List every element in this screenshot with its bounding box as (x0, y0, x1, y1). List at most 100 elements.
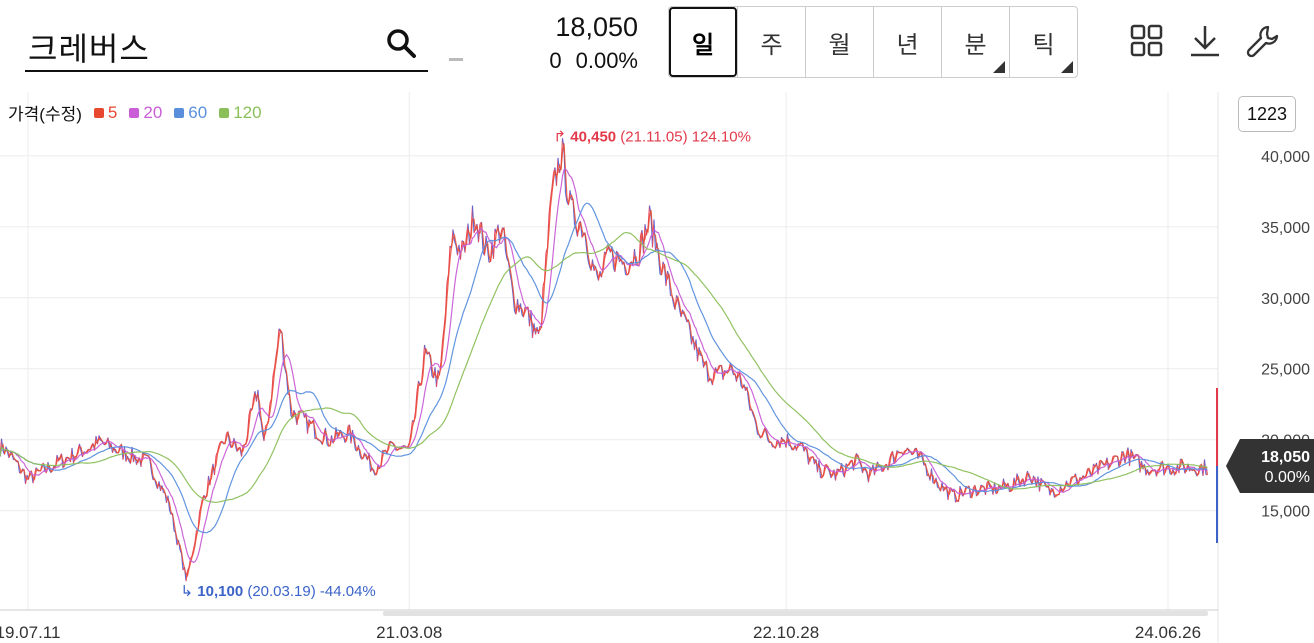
price-segment (696, 347, 700, 362)
price-segment (1118, 460, 1122, 468)
price-segment (498, 232, 502, 244)
price-segment (248, 408, 252, 416)
wrench-icon[interactable] (1246, 24, 1280, 58)
price-segment (218, 441, 222, 446)
price-segment (818, 460, 822, 478)
period-tab-0[interactable]: 일 (669, 7, 737, 77)
price-segment (24, 474, 28, 485)
price-segment (1014, 473, 1018, 486)
price-segment (665, 271, 669, 286)
price-segment (98, 435, 102, 441)
price-segment (576, 222, 580, 237)
x-tick-label: 21.03.08 (376, 623, 442, 642)
price-segment (353, 440, 357, 451)
download-icon[interactable] (1188, 24, 1222, 58)
grid-icon[interactable] (1130, 24, 1164, 58)
price-segment (935, 477, 939, 488)
period-tab-label: 일 (691, 31, 715, 59)
price-segment (198, 505, 202, 513)
chart-legend: 가격(수정) 5 20 60 120 (8, 100, 262, 125)
legend-swatch (174, 107, 185, 118)
x-tick-label: 24.06.26 (1135, 623, 1201, 642)
max-price-annotation: ↱ 40,450 (21.11.05) 124.10% (554, 128, 751, 145)
ma-line-60 (0, 202, 1208, 534)
price-segment (917, 452, 921, 459)
stock-search-field[interactable]: 크레버스 (25, 18, 428, 72)
price-segment (600, 266, 604, 278)
price-segment (1165, 465, 1168, 469)
price-segment (1016, 473, 1020, 481)
price-segment (692, 336, 696, 351)
price-segment (273, 356, 277, 369)
price-segment (27, 470, 31, 480)
period-tab-2[interactable]: 월 (805, 7, 873, 77)
price-segment (689, 330, 693, 345)
price-segment (441, 328, 445, 342)
price-segment (683, 314, 687, 318)
price-segment (486, 248, 490, 263)
period-tab-label: 분 (964, 31, 987, 59)
change-pct: 0.00% (575, 48, 638, 73)
submenu-corner-icon (1061, 61, 1073, 73)
price-segment (557, 157, 561, 173)
top-bar: 크레버스 18,050 0 0.00% 일 주 월 년 분 틱 (0, 0, 1314, 92)
zoom-level-button[interactable]: 1223 (1238, 96, 1296, 132)
legend-swatch (129, 107, 140, 118)
price-segment (234, 445, 238, 452)
price-segment (263, 426, 267, 442)
time-scrollbar[interactable] (383, 611, 1208, 616)
x-tick-label: 19.07.11 (0, 623, 60, 642)
price-segment (416, 380, 420, 392)
period-tab-5[interactable]: 틱 (1009, 7, 1077, 77)
price-segment (512, 294, 516, 312)
price-segment (272, 368, 276, 377)
price-segment (887, 459, 891, 471)
price-segment (569, 190, 573, 201)
price-segment (509, 273, 513, 282)
price-segment (602, 251, 606, 267)
price-segment (755, 424, 759, 435)
price-segment (276, 328, 280, 347)
y-tick-label: 15,000 (1261, 504, 1310, 521)
price-segment (959, 485, 963, 494)
price-segment (530, 310, 534, 338)
price-segment (192, 542, 196, 550)
period-tab-label: 월 (828, 31, 851, 59)
price-segment (93, 436, 97, 451)
price-segment (357, 445, 361, 456)
price-segment (848, 460, 851, 464)
current-price-tag-value: 18,050 (1261, 449, 1310, 466)
price-segment (492, 228, 496, 259)
price-segment (531, 323, 535, 338)
price-segment (555, 157, 559, 186)
period-tab-4[interactable]: 분 (941, 7, 1009, 77)
period-tab-1[interactable]: 주 (737, 7, 805, 77)
dash-divider (449, 58, 463, 61)
price-segment (350, 430, 354, 444)
legend-item-ma20: 20 (129, 103, 162, 123)
price-segment (642, 224, 646, 254)
price-segment (564, 193, 568, 203)
ma-line-20 (0, 168, 1208, 564)
price-segment (168, 509, 172, 515)
y-tick-label: 30,000 (1261, 291, 1310, 308)
period-tab-3[interactable]: 년 (873, 7, 941, 77)
price-segment (510, 281, 514, 295)
legend-label: 20 (143, 102, 163, 122)
price-segment (410, 420, 414, 434)
legend-swatch (219, 107, 230, 118)
ma-line-5 (0, 143, 1209, 578)
price-segment (440, 341, 444, 362)
price-segment (504, 251, 508, 260)
submenu-corner-icon (993, 61, 1005, 73)
price-segment (372, 471, 376, 476)
period-tab-label: 틱 (1032, 31, 1055, 59)
search-icon[interactable] (384, 26, 418, 60)
legend-item-ma60: 60 (174, 103, 207, 123)
y-tick-label: 25,000 (1261, 362, 1310, 379)
price-segment (467, 223, 471, 245)
price-segment (1178, 458, 1182, 474)
legend-label: 60 (188, 102, 208, 122)
price-segment (585, 248, 589, 261)
